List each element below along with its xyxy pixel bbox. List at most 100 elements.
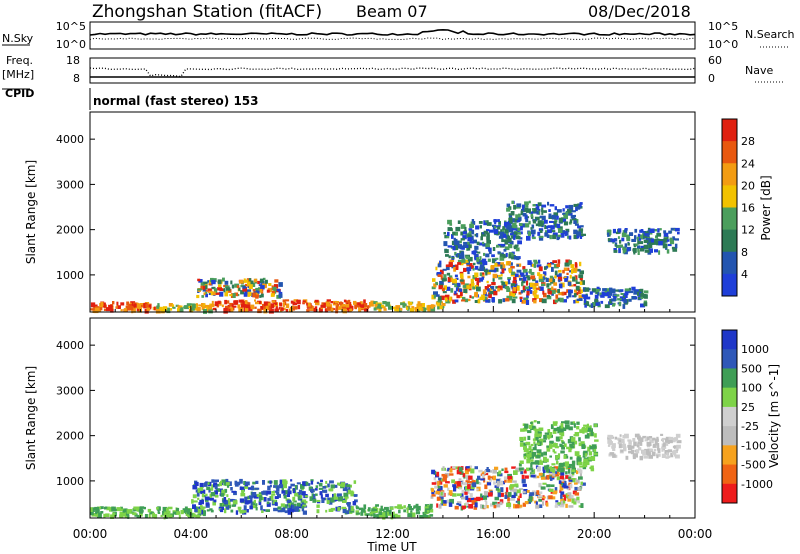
heatmap-cell <box>219 506 224 510</box>
heatmap-cell <box>574 486 579 491</box>
heatmap-cell <box>370 514 373 517</box>
heatmap-cell <box>638 238 642 241</box>
heatmap-cell <box>443 502 447 506</box>
heatmap-cell <box>309 496 313 501</box>
heatmap-cell <box>618 439 622 443</box>
heatmap-cell <box>517 217 521 222</box>
heatmap-cell <box>530 215 534 219</box>
heatmap-cell <box>281 507 286 513</box>
time-tick-label: 08:00 <box>274 527 309 541</box>
heatmap-cell <box>469 241 474 244</box>
heatmap-cell <box>495 487 500 491</box>
heatmap-cell <box>411 508 414 511</box>
heatmap-cell <box>224 285 230 289</box>
heatmap-cell <box>475 277 480 282</box>
colorbar-swatch <box>722 185 737 208</box>
heatmap-cell <box>545 265 549 269</box>
heatmap-cell <box>570 421 574 425</box>
heatmap-cell <box>646 234 650 238</box>
heatmap-cell <box>474 291 478 296</box>
heatmap-cell <box>576 421 580 425</box>
heatmap-cell <box>541 215 546 221</box>
heatmap-cell <box>539 459 542 464</box>
heatmap-cell <box>612 453 616 458</box>
heatmap-cell <box>464 491 468 495</box>
heatmap-cell <box>248 278 252 282</box>
heatmap-cell <box>639 229 644 233</box>
heatmap-cell <box>254 487 260 490</box>
heatmap-cell <box>467 275 471 279</box>
heatmap-cell <box>391 306 396 310</box>
heatmap-cell <box>454 283 458 288</box>
heatmap-cell <box>526 280 529 286</box>
heatmap-cell <box>162 511 165 516</box>
heatmap-cell <box>530 213 534 218</box>
heatmap-cell <box>568 448 572 453</box>
heatmap-cell <box>626 234 630 240</box>
heatmap-cell <box>462 473 466 478</box>
heatmap-cell <box>219 509 224 513</box>
heatmap-cell <box>177 305 181 308</box>
heatmap-cell <box>522 483 527 487</box>
heatmap-cell <box>629 232 634 236</box>
heatmap-cell <box>617 236 620 239</box>
heatmap-cell <box>473 262 476 266</box>
heatmap-cell <box>668 436 674 440</box>
heatmap-cell <box>285 309 289 313</box>
heatmap-cell <box>646 441 651 447</box>
heatmap-cell <box>199 487 204 491</box>
heatmap-cell <box>486 229 490 232</box>
heatmap-cell <box>352 501 357 506</box>
heatmap-cell <box>390 514 394 520</box>
heatmap-cell <box>376 513 380 519</box>
heatmap-cell <box>665 236 669 240</box>
heatmap-cell <box>654 441 658 446</box>
heatmap-cell <box>292 496 296 502</box>
time-axis-ticks: 00:00 04:00 08:00 12:00 16:00 20:00 00:00 <box>73 527 713 541</box>
heatmap-cell <box>654 438 659 442</box>
heatmap-cell <box>284 490 288 495</box>
heatmap-cell <box>443 232 446 235</box>
heatmap-cell <box>542 466 546 472</box>
heatmap-cell <box>246 509 249 513</box>
heatmap-cell <box>547 434 552 439</box>
heatmap-cell <box>406 307 409 310</box>
heatmap-cell <box>460 254 465 259</box>
heatmap-cell <box>502 226 505 230</box>
heatmap-cell <box>577 461 583 466</box>
freq-left-tick-low: 8 <box>73 72 80 85</box>
heatmap-cell <box>108 305 113 310</box>
heatmap-cell <box>542 482 547 485</box>
heatmap-cell <box>446 499 451 504</box>
heatmap-cell <box>492 247 496 251</box>
heatmap-cell <box>456 493 462 497</box>
heatmap-cell <box>637 248 640 252</box>
heatmap-cell <box>346 484 351 487</box>
heatmap-cell <box>378 511 383 515</box>
heatmap-cell <box>172 306 176 309</box>
heatmap-cell <box>674 437 679 442</box>
heatmap-cell <box>485 501 488 507</box>
heatmap-cell <box>192 513 196 517</box>
heatmap-cell <box>168 514 173 519</box>
heatmap-cell <box>656 455 659 459</box>
heatmap-cell <box>195 303 198 307</box>
heatmap-cell <box>560 498 566 503</box>
heatmap-cell <box>431 482 437 485</box>
heatmap-cell <box>579 281 583 286</box>
heatmap-cell <box>424 504 430 508</box>
heatmap-cell <box>638 447 642 451</box>
heatmap-cell <box>360 511 364 516</box>
heatmap-cell <box>451 234 454 239</box>
heatmap-cell <box>481 273 485 278</box>
heatmap-cell <box>240 492 246 497</box>
heatmap-cell <box>382 301 387 305</box>
heatmap-cell <box>509 225 514 229</box>
heatmap-cell <box>511 298 516 304</box>
heatmap-cell <box>135 303 140 309</box>
heatmap-cell <box>111 506 115 512</box>
heatmap-cell <box>293 299 299 302</box>
heatmap-cell <box>579 465 584 468</box>
heatmap-cell <box>559 485 564 491</box>
heatmap-cell <box>447 245 453 248</box>
